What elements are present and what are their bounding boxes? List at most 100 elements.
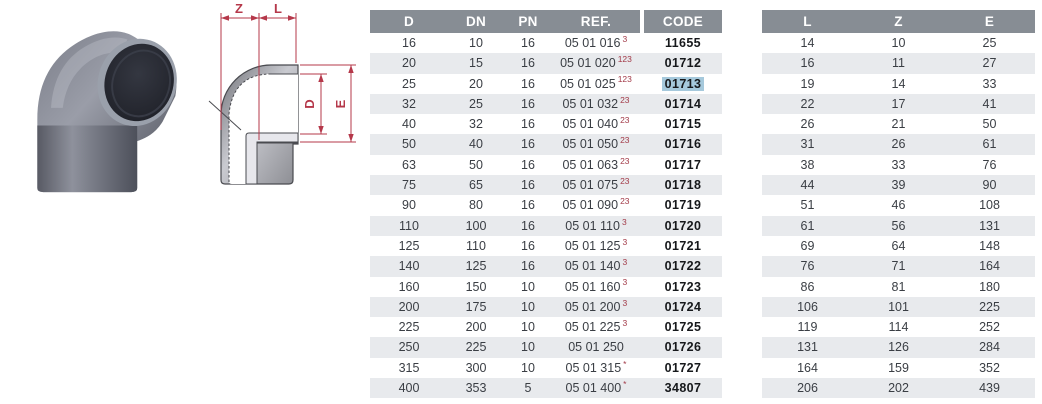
cell-ref: 05 01 075 23	[552, 175, 640, 196]
bore-hidden-arc	[228, 73, 272, 184]
cell-code: 01712	[644, 53, 722, 74]
ref-footnote: 123	[617, 74, 632, 85]
cell-code: 01717	[664, 157, 702, 172]
cell-ref: 05 01 160 3	[564, 277, 628, 294]
cell-e: 25	[982, 36, 997, 50]
cell-z: 21	[891, 117, 906, 132]
cell-z: 81	[891, 279, 906, 294]
cell-dn: 100	[448, 215, 504, 236]
cell-dn: 20	[469, 76, 483, 91]
socket-bore-inner-edge	[111, 49, 171, 118]
cell-l: 19	[800, 76, 815, 91]
table-row: 90 80 16 05 01 090 23 01719	[370, 195, 722, 216]
table-row: 31 26 61	[762, 134, 1035, 155]
ref-footnote: 3	[622, 236, 628, 247]
cell-dn: 32	[469, 117, 483, 132]
table-row: 250 225 10 05 01 250 01726	[370, 337, 722, 358]
cell-gap	[640, 33, 644, 54]
cell-gap	[640, 317, 644, 338]
table-row: 225 200 10 05 01 225 3 01725	[370, 317, 722, 338]
table-row: 125 110 16 05 01 125 3 01721	[370, 235, 722, 257]
cell-gap	[640, 378, 644, 399]
cell-d: 110	[370, 215, 448, 236]
table-row: 63 50 16 05 01 063 23 01717	[370, 154, 722, 176]
cell-e: 148	[979, 238, 1000, 253]
cell-z: 33	[891, 157, 906, 172]
cell-d: 200	[370, 296, 448, 318]
cell-e: 252	[979, 320, 1000, 335]
cell-l: 22	[762, 93, 853, 115]
dims-header-l: L	[762, 10, 853, 33]
main-header-ref: REF.	[552, 10, 640, 33]
cell-z: 64	[891, 238, 906, 253]
ref-footnote: 3	[621, 216, 627, 227]
table-row: 25 20 16 05 01 025 123 01713	[370, 73, 722, 94]
cell-e: 90	[944, 175, 1035, 196]
cell-d: 32	[370, 93, 448, 115]
table-row: 86 81 180	[762, 277, 1035, 297]
ref-footnote: 23	[620, 155, 630, 166]
cell-d: 140	[370, 256, 448, 277]
cell-z: 39	[853, 175, 944, 196]
ref-footnote: 3	[622, 33, 628, 44]
cell-gap	[640, 235, 644, 257]
cell-e: 225	[944, 296, 1035, 318]
cell-code: 01724	[644, 296, 722, 318]
cell-e: 164	[944, 256, 1035, 277]
dimension-arrows	[221, 15, 354, 142]
table-row: 131 126 284	[762, 337, 1035, 358]
dims-header-z: Z	[853, 10, 944, 33]
cell-e: 61	[944, 134, 1035, 155]
cell-d: 63	[402, 157, 416, 172]
cell-e: 27	[944, 53, 1035, 74]
cell-dn: 200	[465, 320, 487, 335]
table-row: 19 14 33	[762, 74, 1035, 94]
cell-ref: 05 01 025 123	[560, 74, 632, 91]
cell-gap	[640, 134, 644, 155]
cell-code: 01727	[664, 360, 702, 375]
cell-d: 225	[398, 320, 420, 335]
table-row: 22 17 41	[762, 93, 1035, 115]
table-row: 40 32 16 05 01 040 23 01715	[370, 114, 722, 135]
ref-footnote: *	[623, 358, 627, 369]
cell-l: 86	[800, 279, 815, 294]
cell-z: 101	[853, 296, 944, 318]
cell-z: 202	[853, 378, 944, 399]
cell-pn: 16	[504, 175, 552, 196]
cell-dn: 65	[448, 175, 504, 196]
table-row: 51 46 108	[762, 195, 1035, 215]
technical-drawing: Z L D E	[208, 2, 356, 185]
cell-ref: 05 01 140 3	[552, 256, 640, 277]
cell-dn: 25	[448, 93, 504, 115]
cell-d: 20	[370, 53, 448, 74]
cell-d: 315	[398, 360, 420, 375]
cell-dn: 80	[469, 198, 483, 213]
table-row: 106 101 225	[762, 296, 1035, 318]
table-row: 76 71 164	[762, 256, 1035, 277]
cell-l: 106	[762, 296, 853, 318]
cell-ref: 05 01 050 23	[552, 134, 640, 155]
table-row: 110 100 16 05 01 110 3 01720	[370, 215, 722, 236]
dim-label-z: Z	[235, 2, 243, 16]
cell-dn: 353	[448, 378, 504, 399]
cell-e: 41	[944, 93, 1035, 115]
ref-footnote: 3	[622, 297, 628, 308]
cell-z: 56	[853, 215, 944, 236]
cell-gap	[640, 296, 644, 318]
cell-dn: 15	[448, 53, 504, 74]
cell-gap	[640, 256, 644, 277]
cell-code: 01719	[664, 198, 702, 213]
cell-dn: 300	[465, 360, 487, 375]
cell-gap	[640, 93, 644, 115]
cell-z: 46	[891, 198, 906, 213]
cell-e: 284	[944, 337, 1035, 358]
dims-table-header-row: L Z E	[762, 10, 1035, 33]
ref-footnote: 3	[622, 277, 628, 288]
cell-e: 50	[982, 117, 997, 132]
cell-z: 17	[853, 93, 944, 115]
cell-code: 01725	[664, 320, 702, 335]
cell-e: 76	[982, 157, 997, 172]
cell-ref: 05 01 225 3	[564, 318, 628, 335]
elbow-highlight	[51, 37, 128, 108]
table-row: 26 21 50	[762, 114, 1035, 134]
